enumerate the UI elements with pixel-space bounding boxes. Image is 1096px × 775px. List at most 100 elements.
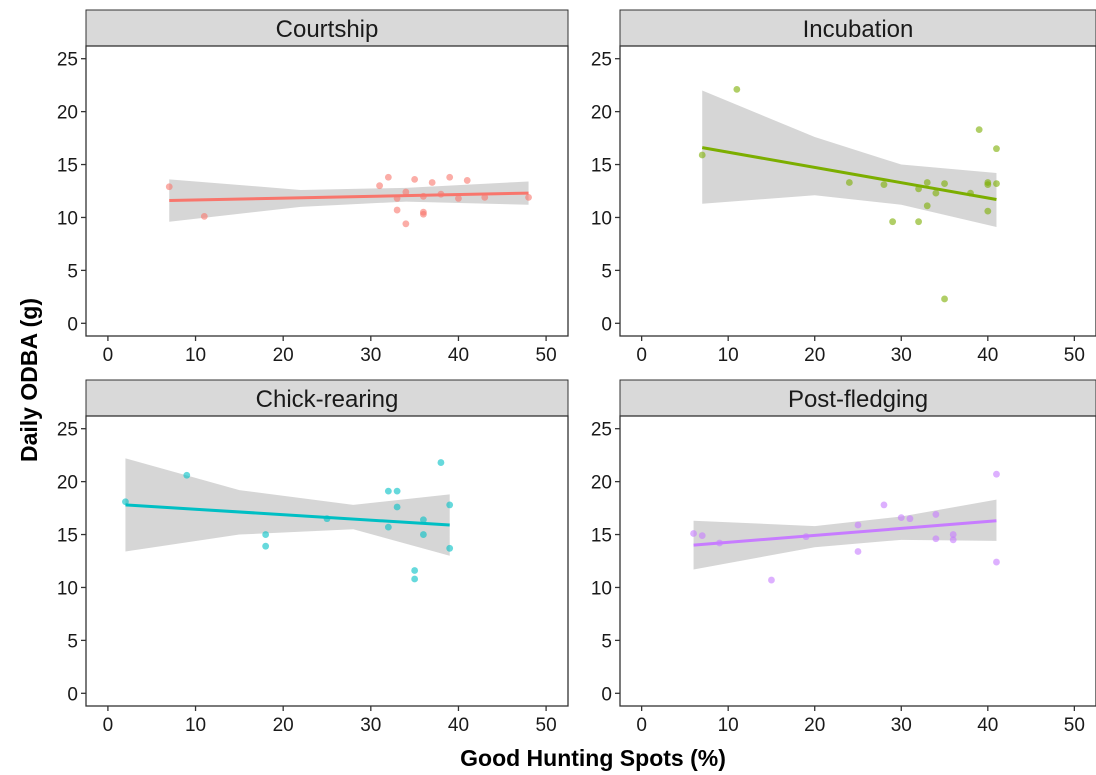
point-chick-rearing-3 [262, 542, 270, 550]
point-chick-rearing-11 [420, 516, 427, 524]
y-tick-label-incubation-5: 5 [601, 261, 612, 282]
y-tick-label-incubation-15: 15 [591, 156, 612, 177]
strip-post-fledging [619, 379, 1096, 417]
y-tick-label-post-fledging-0: 0 [601, 684, 612, 705]
point-post-fledging-7 [880, 501, 888, 509]
y-tick-label-chick-rearing-10: 10 [57, 578, 78, 599]
plot-area-post-fledging [620, 416, 1096, 706]
y-tick-label-post-fledging-5: 5 [601, 631, 612, 652]
y-tick-label-courtship-5: 5 [67, 261, 78, 282]
x-tick-label-courtship-10: 10 [185, 345, 206, 366]
y-tick-label-chick-rearing-0: 0 [67, 684, 78, 705]
panel-border-post-fledging [619, 415, 1096, 707]
point-incubation-3 [880, 181, 888, 189]
fit-line-incubation [701, 146, 997, 201]
y-tick-label-post-fledging-15: 15 [591, 526, 612, 547]
y-tick-label-courtship-25: 25 [57, 50, 78, 71]
strip-label-incubation: Incubation [803, 16, 914, 43]
y-tick-label-incubation-0: 0 [601, 314, 612, 335]
y-tick-label-courtship-10: 10 [57, 208, 78, 229]
confidence-band-incubation [702, 90, 997, 227]
x-tick-label-incubation-10: 10 [718, 345, 739, 366]
y-tick-label-chick-rearing-15: 15 [57, 526, 78, 547]
point-incubation-16 [984, 207, 992, 215]
x-tick-label-courtship-40: 40 [448, 345, 469, 366]
panel-border-courtship [85, 45, 569, 337]
fit-line-chick-rearing [125, 503, 450, 527]
point-incubation-10 [941, 180, 948, 187]
x-tick-label-post-fledging-30: 30 [891, 715, 912, 736]
point-post-fledging-12 [949, 536, 957, 544]
point-chick-rearing-1 [183, 471, 191, 479]
y-tick-label-incubation-10: 10 [591, 208, 612, 229]
point-courtship-0 [165, 183, 173, 191]
strip-label-post-fledging: Post-fledging [788, 386, 928, 413]
y-tick-label-courtship-20: 20 [57, 103, 78, 124]
y-axis-title: Daily ODBA (g) [16, 298, 42, 462]
point-courtship-12 [428, 179, 436, 186]
x-tick-label-chick-rearing-50: 50 [536, 715, 557, 736]
y-tick-label-incubation-25: 25 [591, 50, 612, 71]
point-post-fledging-9 [906, 515, 914, 523]
point-chick-rearing-2 [262, 531, 270, 538]
x-tick-label-chick-rearing-20: 20 [273, 715, 294, 736]
point-chick-rearing-9 [411, 567, 419, 574]
x-tick-label-incubation-0: 0 [636, 345, 647, 366]
point-incubation-13 [975, 126, 983, 134]
point-courtship-14 [446, 173, 454, 181]
panel-chick-rearing: Chick-rearing 0 10 20 30 40 50 0 5 10 15 20 25 [57, 379, 569, 736]
confidence-band-post-fledging [693, 499, 997, 570]
fit-line-courtship [169, 191, 529, 203]
x-tick-label-chick-rearing-40: 40 [448, 715, 469, 736]
y-tick-label-chick-rearing-20: 20 [57, 473, 78, 494]
y-tick-label-chick-rearing-25: 25 [57, 420, 78, 441]
plot-area-incubation [620, 46, 1096, 336]
fit-line-post-fledging [693, 519, 997, 547]
point-post-fledging-15 [993, 558, 1000, 566]
x-tick-label-incubation-40: 40 [977, 345, 998, 366]
strip-incubation [619, 9, 1096, 47]
point-courtship-18 [525, 193, 532, 201]
x-tick-label-post-fledging-40: 40 [977, 715, 998, 736]
y-tick-label-chick-rearing-5: 5 [67, 631, 78, 652]
point-incubation-1 [733, 85, 741, 93]
point-courtship-11 [420, 210, 427, 218]
point-incubation-2 [845, 179, 853, 186]
point-incubation-17 [993, 145, 1000, 153]
point-chick-rearing-0 [122, 498, 129, 506]
y-tick-label-post-fledging-20: 20 [591, 473, 612, 494]
confidence-band-chick-rearing [125, 458, 450, 556]
panel-courtship: Courtship 0 10 20 30 40 50 0 5 10 15 20 25 [57, 9, 569, 366]
point-chick-rearing-7 [393, 487, 401, 495]
point-courtship-1 [200, 213, 208, 220]
point-incubation-9 [932, 189, 940, 197]
point-incubation-0 [698, 151, 706, 159]
point-courtship-2 [376, 182, 383, 190]
point-post-fledging-5 [854, 521, 862, 529]
strip-label-chick-rearing: Chick-rearing [256, 386, 399, 413]
point-courtship-7 [402, 220, 410, 228]
point-incubation-7 [923, 179, 931, 186]
point-courtship-8 [411, 175, 419, 183]
x-tick-label-courtship-0: 0 [103, 345, 114, 366]
x-axis-title: Good Hunting Spots (%) [460, 745, 726, 771]
point-courtship-15 [455, 195, 462, 202]
y-tick-label-post-fledging-25: 25 [591, 420, 612, 441]
point-courtship-16 [463, 177, 471, 184]
x-tick-label-incubation-30: 30 [891, 345, 912, 366]
point-incubation-4 [889, 218, 897, 226]
plot-area-chick-rearing [86, 416, 568, 706]
x-tick-label-courtship-20: 20 [273, 345, 294, 366]
x-tick-label-chick-rearing-10: 10 [185, 715, 206, 736]
point-incubation-6 [915, 218, 922, 226]
panel-border-incubation [619, 45, 1096, 337]
plot-area-courtship [86, 46, 568, 336]
point-courtship-5 [393, 206, 401, 214]
x-tick-label-incubation-20: 20 [804, 345, 825, 366]
point-post-fledging-11 [932, 535, 940, 543]
point-chick-rearing-6 [384, 523, 392, 531]
point-chick-rearing-12 [420, 531, 427, 538]
y-tick-label-courtship-0: 0 [67, 314, 78, 335]
x-tick-label-post-fledging-10: 10 [718, 715, 739, 736]
